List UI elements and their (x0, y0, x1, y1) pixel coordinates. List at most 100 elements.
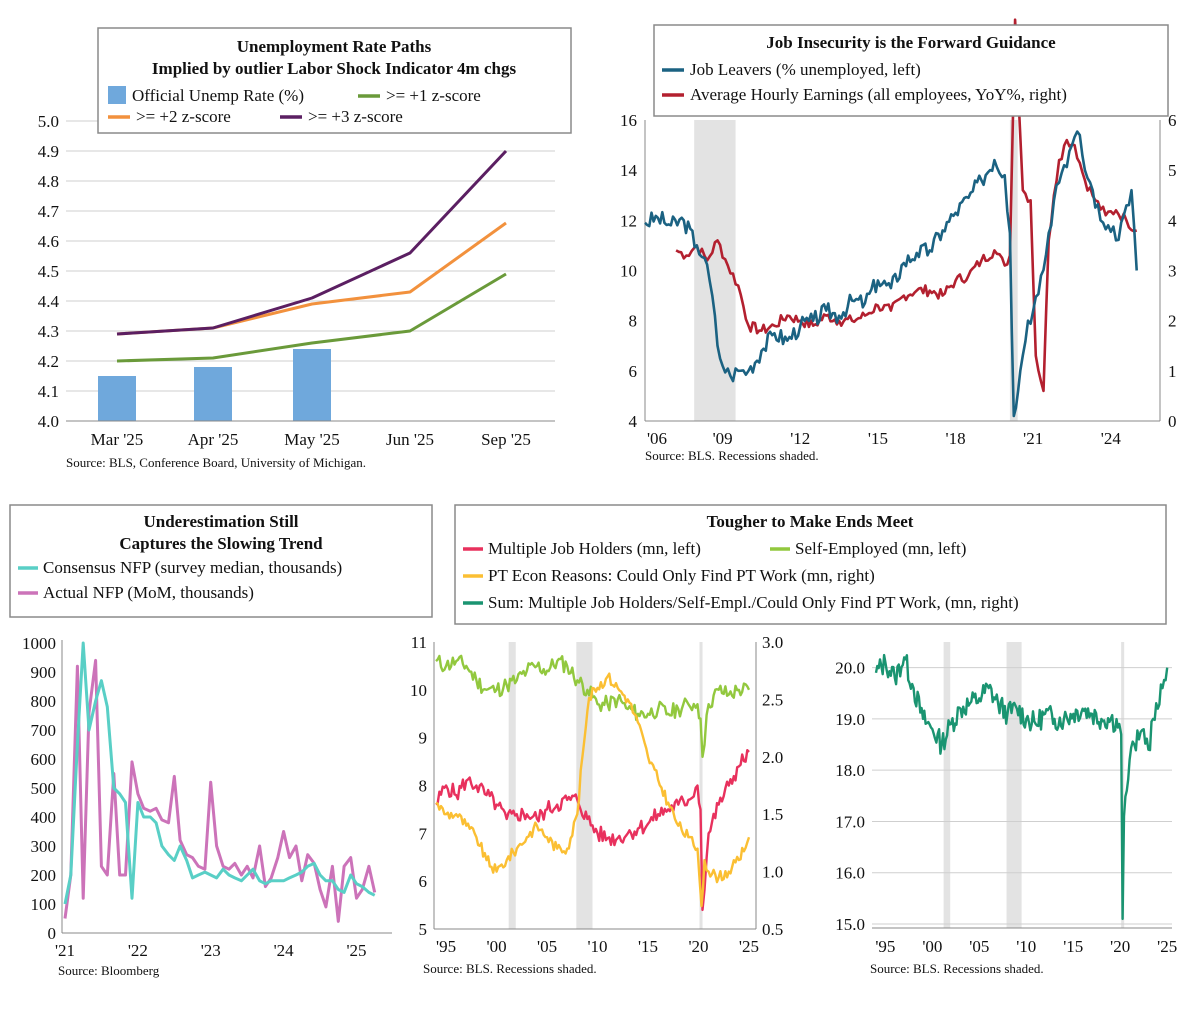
p2-y-right-tick: 5 (1168, 161, 1177, 180)
p4-legend-box (454, 504, 1167, 625)
p3-title: Underestimation Still (143, 512, 298, 531)
p4-y-left-tick: 7 (419, 824, 428, 843)
p1-y-ticks: 4.0 4.1 4.2 4.3 4.4 4.5 4.6 4.7 4.8 4.9 5.0 (38, 112, 60, 431)
p4-recession-band (508, 642, 516, 929)
p1-x-tick-label: May '25 (284, 430, 339, 449)
p4-y-right-tick: 3.0 (762, 633, 783, 652)
p1-y-tick-label: 4.8 (38, 172, 59, 191)
p4-y-left-tick: 11 (411, 633, 427, 652)
p4-recessions (508, 642, 703, 929)
p4-y-left-tick: 9 (419, 729, 428, 748)
p3-line-series (63, 658, 377, 923)
p1-lines (116, 149, 508, 363)
p5-y-tick: 16.0 (835, 864, 865, 883)
p2-x-tick: '06 (647, 429, 667, 448)
p3-y-tick: 500 (31, 779, 57, 798)
panel-ends-meet: Tougher to Make Ends Meet Multiple Job H… (410, 504, 1177, 976)
p2-x-tick: '15 (868, 429, 888, 448)
p4-x-tick: '00 (487, 937, 507, 956)
p4-x-tick: '15 (638, 937, 658, 956)
p4-title: Tougher to Make Ends Meet (707, 512, 914, 531)
p5-x-tick: '95 (875, 937, 895, 956)
p1-subtitle: Implied by outlier Labor Shock Indicator… (152, 59, 517, 78)
p5-lines (874, 653, 1169, 921)
p1-legend-swatch-bar (108, 86, 126, 104)
p3-legend-box (9, 504, 433, 618)
p2-legend-leavers: Job Leavers (% unemployed, left) (690, 60, 921, 79)
p1-legend-z1: >= +1 z-score (386, 86, 481, 105)
p2-x-tick: '09 (713, 429, 733, 448)
p3-x-tick: '25 (346, 941, 366, 960)
p5-y-tick: 19.0 (835, 710, 865, 729)
p2-y-left-tick: 16 (620, 111, 637, 130)
p2-source: Source: BLS. Recessions shaded. (645, 448, 819, 463)
p4-source: Source: BLS. Recessions shaded. (423, 961, 597, 976)
p1-bar (293, 349, 331, 421)
p4-y-right-tick: 2.0 (762, 748, 783, 767)
p2-lines (644, 18, 1138, 418)
p3-legend-consensus: Consensus NFP (survey median, thousands) (43, 558, 342, 577)
p4-y-right-tick: 0.5 (762, 920, 783, 939)
p4-x-tick: '20 (688, 937, 708, 956)
p4-y-left-tick: 10 (410, 681, 427, 700)
p2-y-right-tick: 6 (1168, 111, 1177, 130)
p1-x-tick-label: Jun '25 (386, 430, 434, 449)
p1-legend-z2: >= +2 z-score (136, 107, 231, 126)
p3-y-tick: 600 (31, 750, 57, 769)
p4-lines (435, 654, 751, 912)
p4-y-right-tick: 1.5 (762, 805, 783, 824)
p4-x-tick: '10 (587, 937, 607, 956)
p2-x-tick: '24 (1101, 429, 1122, 448)
p2-legend-ahe: Average Hourly Earnings (all employees, … (690, 85, 1067, 104)
p3-y-tick: 300 (31, 837, 57, 856)
p4-line-series (435, 749, 750, 912)
p1-bars (98, 349, 331, 421)
p3-y-tick: 0 (48, 924, 57, 943)
p1-y-tick-label: 4.3 (38, 322, 59, 341)
p2-y-left-tick: 10 (620, 262, 637, 281)
p1-y-tick-label: 4.1 (38, 382, 59, 401)
p1-bar (194, 367, 232, 421)
p1-source: Source: BLS, Conference Board, Universit… (66, 455, 366, 470)
p5-x-tick: '25 (1157, 937, 1177, 956)
p1-y-tick-label: 4.7 (38, 202, 60, 221)
p3-y-tick: 900 (31, 663, 57, 682)
p1-y-tick-label: 4.0 (38, 412, 59, 431)
p4-legend-pt: PT Econ Reasons: Could Only Find PT Work… (488, 566, 875, 585)
p3-y-tick: 200 (31, 866, 57, 885)
p3-source: Source: Bloomberg (58, 963, 160, 978)
p1-y-tick-label: 4.5 (38, 262, 59, 281)
p2-y-left-tick: 14 (620, 161, 638, 180)
panel-job-insecurity: 468101214160123456'06'09'12'15'18'21'24 … (620, 18, 1177, 463)
p5-recession-band (943, 642, 951, 928)
p5-recessions (943, 642, 1125, 928)
p5-y-tick: 20.0 (835, 659, 865, 678)
p2-x-tick: '18 (946, 429, 966, 448)
p1-y-tick-label: 4.4 (38, 292, 60, 311)
p3-y-tick: 700 (31, 721, 57, 740)
p4-legend-mjh: Multiple Job Holders (mn, left) (488, 539, 701, 558)
p1-title: Unemployment Rate Paths (237, 37, 432, 56)
p3-y-tick: 400 (31, 808, 57, 827)
p3-lines (63, 641, 377, 923)
p1-line-series (116, 221, 507, 336)
p4-legend-self: Self-Employed (mn, left) (795, 539, 966, 558)
p5-x-tick: '15 (1063, 937, 1083, 956)
p2-y-right-tick: 0 (1168, 412, 1177, 431)
p2-line-leavers (644, 130, 1138, 418)
p2-title: Job Insecurity is the Forward Guidance (766, 33, 1056, 52)
p4-x-tick: '25 (739, 937, 759, 956)
p4-ticks: 5 6 7 8 9 10 11 0.5 1.0 1.5 2.0 2.5 3.0 '95 '00 '05 '10 '… (410, 633, 783, 956)
p5-y-tick: 17.0 (835, 812, 865, 831)
p2-y-left-tick: 6 (629, 362, 638, 381)
p1-y-tick-label: 4.9 (38, 142, 59, 161)
p4-y-right-tick: 2.5 (762, 690, 783, 709)
p1-line-series (116, 149, 508, 336)
p4-line-series (435, 672, 751, 908)
p1-x-tick-label: Apr '25 (188, 430, 239, 449)
p2-legend-box (653, 24, 1169, 117)
p3-subtitle: Captures the Slowing Trend (119, 534, 323, 553)
p2-y-right-tick: 1 (1168, 362, 1177, 381)
p2-y-right-tick: 3 (1168, 262, 1177, 281)
p3-ticks: 0 100 200 300 400 500 600 700 800 900 1000 '21 '22 '2… (22, 634, 367, 960)
